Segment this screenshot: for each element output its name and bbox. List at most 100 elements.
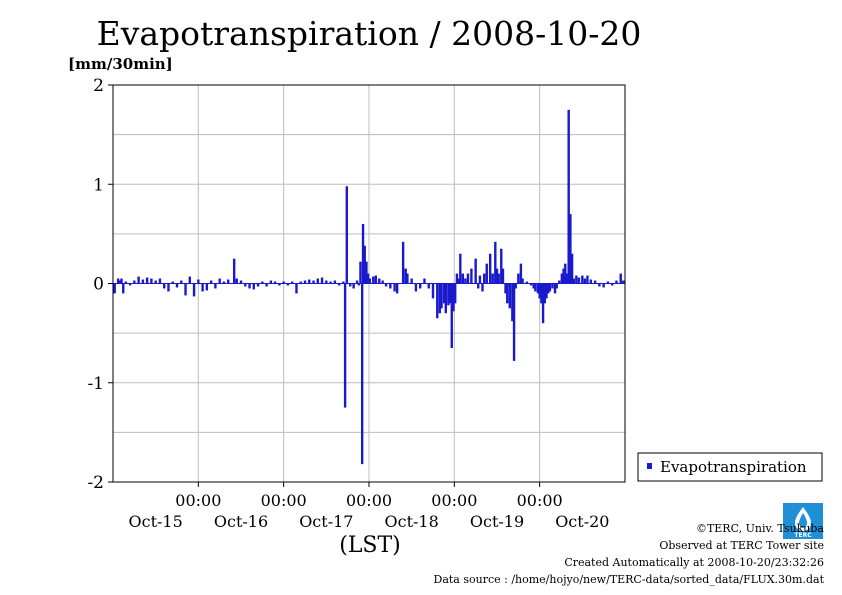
bar (366, 273, 370, 284)
bar (372, 276, 375, 284)
bar (389, 283, 392, 289)
chart-title: Evapotranspiration / 2008-10-20 (97, 14, 642, 53)
bar (158, 278, 162, 284)
bar (378, 278, 381, 284)
bar (320, 277, 324, 284)
bar (438, 283, 442, 314)
bar (504, 283, 507, 294)
bar (442, 283, 446, 304)
day-label: Oct-19 (470, 512, 524, 531)
bar (256, 283, 260, 287)
terc-logo: TERC (783, 503, 823, 539)
bar (461, 273, 465, 284)
bar (248, 283, 251, 289)
bar (188, 276, 191, 284)
bar (232, 258, 236, 284)
x-tick-label: 00:00 (517, 491, 563, 510)
bar (122, 283, 125, 294)
bar (401, 241, 405, 284)
bar (325, 280, 328, 284)
bar (483, 273, 486, 284)
x-axis-label: (LST) (339, 533, 401, 558)
bar (622, 280, 625, 284)
bar (567, 109, 570, 284)
bar (286, 283, 290, 286)
credit-site: Observed at TERC Tower site (659, 539, 824, 552)
bar (414, 283, 418, 292)
bar (619, 273, 622, 284)
bar (282, 281, 285, 284)
bar (167, 283, 170, 292)
bar (423, 278, 426, 284)
legend-label: Evapotranspiration (660, 458, 807, 476)
bar (154, 280, 157, 284)
bar (452, 283, 455, 312)
bar (384, 283, 388, 287)
bar (538, 283, 541, 299)
bar (120, 278, 123, 284)
day-label: Oct-15 (129, 512, 183, 531)
bar (235, 278, 238, 284)
bar (494, 241, 497, 284)
bar (464, 278, 467, 284)
bar (570, 253, 574, 284)
bar (374, 275, 378, 284)
bar (410, 278, 413, 284)
bar (569, 214, 572, 284)
bar (517, 273, 520, 284)
bar (447, 283, 450, 306)
bar (361, 223, 365, 284)
bar (395, 283, 399, 294)
y-tick-label: 1 (93, 175, 104, 195)
y-tick-label: 0 (93, 275, 104, 295)
bar (404, 268, 407, 284)
legend: Evapotranspiration (637, 452, 823, 482)
bar (357, 283, 360, 286)
bar (481, 283, 484, 292)
bar (431, 283, 435, 299)
x-tick-label: 00:00 (175, 491, 221, 510)
bar (455, 273, 459, 284)
bar (345, 186, 349, 284)
day-label: Oct-16 (214, 512, 268, 531)
bar (532, 283, 535, 289)
bar (560, 273, 564, 284)
bar (519, 263, 523, 284)
bar (536, 283, 540, 294)
bar (406, 273, 409, 284)
y-axis-label: [mm/30min] (68, 55, 173, 73)
bar (534, 283, 537, 292)
bar (419, 283, 422, 289)
x-tick-label: 00:00 (346, 491, 392, 510)
bar (459, 253, 462, 284)
bar (586, 275, 589, 284)
bar (545, 283, 548, 299)
bar (547, 283, 550, 294)
bar (440, 283, 443, 309)
bar (521, 278, 524, 284)
bar (252, 283, 255, 290)
bar (316, 278, 319, 284)
bar (133, 280, 136, 284)
day-label: Oct-18 (385, 512, 439, 531)
bar (485, 263, 488, 284)
bar (577, 277, 581, 284)
bar (113, 283, 116, 294)
y-tick-label: -1 (87, 374, 104, 394)
bar (355, 280, 359, 284)
bar (128, 283, 132, 286)
bar (436, 283, 439, 319)
bar (393, 283, 396, 292)
bar (329, 281, 332, 284)
bar (299, 281, 302, 284)
bar (342, 281, 345, 284)
bar (291, 281, 294, 284)
bar (184, 283, 187, 296)
bar (565, 273, 569, 284)
bar (453, 283, 457, 304)
bar (444, 283, 447, 314)
bar (551, 283, 554, 289)
bar (514, 283, 517, 289)
bar (562, 268, 565, 284)
